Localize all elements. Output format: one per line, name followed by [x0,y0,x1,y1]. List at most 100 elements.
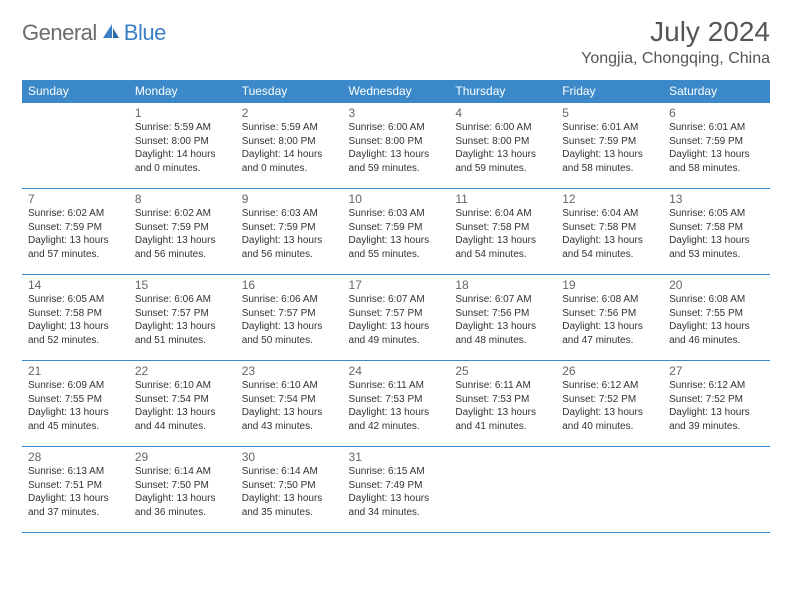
day-info-line: and 51 minutes. [135,334,230,348]
day-info-line: and 39 minutes. [669,420,764,434]
day-info-line: Daylight: 13 hours [562,320,657,334]
page-title: July 2024 [581,16,770,48]
day-info-line: Sunrise: 6:02 AM [28,207,123,221]
calendar-cell: 3Sunrise: 6:00 AMSunset: 8:00 PMDaylight… [343,103,450,189]
day-info-line: Daylight: 13 hours [28,320,123,334]
day-info-line: and 54 minutes. [455,248,550,262]
day-info-line: and 58 minutes. [562,162,657,176]
day-info-line: Sunrise: 6:08 AM [669,293,764,307]
day-info-line: Sunrise: 6:00 AM [455,121,550,135]
day-info-line: Sunset: 7:52 PM [669,393,764,407]
day-number: 8 [135,192,230,206]
day-info-line: Daylight: 13 hours [669,406,764,420]
day-info-line: Sunset: 7:58 PM [455,221,550,235]
day-number: 19 [562,278,657,292]
day-info: Sunrise: 6:07 AMSunset: 7:57 PMDaylight:… [349,293,444,347]
day-info-line: Daylight: 13 hours [349,320,444,334]
calendar-row: 14Sunrise: 6:05 AMSunset: 7:58 PMDayligh… [22,275,770,361]
day-info: Sunrise: 6:03 AMSunset: 7:59 PMDaylight:… [349,207,444,261]
day-info-line: Sunset: 7:57 PM [135,307,230,321]
calendar-cell: 13Sunrise: 6:05 AMSunset: 7:58 PMDayligh… [663,189,770,275]
day-info-line: and 45 minutes. [28,420,123,434]
day-info-line: and 43 minutes. [242,420,337,434]
day-header: Thursday [449,80,556,103]
calendar-cell: 28Sunrise: 6:13 AMSunset: 7:51 PMDayligh… [22,447,129,533]
day-info-line: Sunset: 7:59 PM [349,221,444,235]
day-info-line: Sunrise: 6:06 AM [242,293,337,307]
day-info-line: and 42 minutes. [349,420,444,434]
day-info-line: Sunrise: 6:08 AM [562,293,657,307]
day-info-line: Daylight: 13 hours [135,406,230,420]
day-info: Sunrise: 6:14 AMSunset: 7:50 PMDaylight:… [242,465,337,519]
day-number: 4 [455,106,550,120]
day-header: Wednesday [343,80,450,103]
day-header-row: Sunday Monday Tuesday Wednesday Thursday… [22,80,770,103]
day-header: Monday [129,80,236,103]
day-number: 29 [135,450,230,464]
day-info-line: Daylight: 13 hours [669,320,764,334]
calendar-cell: 18Sunrise: 6:07 AMSunset: 7:56 PMDayligh… [449,275,556,361]
day-info-line: Daylight: 13 hours [135,492,230,506]
calendar-cell: 20Sunrise: 6:08 AMSunset: 7:55 PMDayligh… [663,275,770,361]
day-info: Sunrise: 6:08 AMSunset: 7:55 PMDaylight:… [669,293,764,347]
day-info-line: and 40 minutes. [562,420,657,434]
day-info-line: and 36 minutes. [135,506,230,520]
calendar-row: 28Sunrise: 6:13 AMSunset: 7:51 PMDayligh… [22,447,770,533]
day-info-line: Sunset: 7:51 PM [28,479,123,493]
day-info-line: Sunrise: 6:10 AM [242,379,337,393]
calendar-cell: 16Sunrise: 6:06 AMSunset: 7:57 PMDayligh… [236,275,343,361]
day-number: 18 [455,278,550,292]
day-number: 7 [28,192,123,206]
day-info-line: Sunrise: 6:12 AM [562,379,657,393]
day-info-line: Daylight: 13 hours [349,148,444,162]
day-info: Sunrise: 6:02 AMSunset: 7:59 PMDaylight:… [28,207,123,261]
day-info-line: Sunrise: 6:14 AM [242,465,337,479]
day-info-line: Sunset: 7:50 PM [242,479,337,493]
calendar-cell: 27Sunrise: 6:12 AMSunset: 7:52 PMDayligh… [663,361,770,447]
day-info-line: and 57 minutes. [28,248,123,262]
day-number: 27 [669,364,764,378]
day-info-line: Sunrise: 6:05 AM [28,293,123,307]
day-number: 3 [349,106,444,120]
calendar-cell: 22Sunrise: 6:10 AMSunset: 7:54 PMDayligh… [129,361,236,447]
calendar-cell: 19Sunrise: 6:08 AMSunset: 7:56 PMDayligh… [556,275,663,361]
calendar-cell: 10Sunrise: 6:03 AMSunset: 7:59 PMDayligh… [343,189,450,275]
day-info-line: Daylight: 13 hours [455,234,550,248]
calendar-cell: 26Sunrise: 6:12 AMSunset: 7:52 PMDayligh… [556,361,663,447]
header: General Blue July 2024 Yongjia, Chongqin… [22,16,770,68]
day-info-line: and 46 minutes. [669,334,764,348]
calendar-cell: 5Sunrise: 6:01 AMSunset: 7:59 PMDaylight… [556,103,663,189]
calendar-row: 7Sunrise: 6:02 AMSunset: 7:59 PMDaylight… [22,189,770,275]
day-info: Sunrise: 6:06 AMSunset: 7:57 PMDaylight:… [242,293,337,347]
day-info: Sunrise: 6:05 AMSunset: 7:58 PMDaylight:… [669,207,764,261]
day-info-line: Sunrise: 6:11 AM [349,379,444,393]
day-info: Sunrise: 6:04 AMSunset: 7:58 PMDaylight:… [562,207,657,261]
day-info-line: Sunrise: 6:12 AM [669,379,764,393]
day-info-line: Sunrise: 6:01 AM [669,121,764,135]
day-info-line: Sunset: 7:49 PM [349,479,444,493]
day-number: 12 [562,192,657,206]
day-info-line: and 56 minutes. [135,248,230,262]
day-info: Sunrise: 6:02 AMSunset: 7:59 PMDaylight:… [135,207,230,261]
day-info-line: Sunset: 7:54 PM [242,393,337,407]
day-info-line: Sunrise: 6:13 AM [28,465,123,479]
day-info-line: Sunset: 7:55 PM [28,393,123,407]
calendar-cell: 21Sunrise: 6:09 AMSunset: 7:55 PMDayligh… [22,361,129,447]
calendar-cell: 1Sunrise: 5:59 AMSunset: 8:00 PMDaylight… [129,103,236,189]
day-info-line: Sunset: 7:53 PM [455,393,550,407]
day-info-line: and 58 minutes. [669,162,764,176]
day-info: Sunrise: 6:14 AMSunset: 7:50 PMDaylight:… [135,465,230,519]
calendar-cell: 7Sunrise: 6:02 AMSunset: 7:59 PMDaylight… [22,189,129,275]
day-info: Sunrise: 6:11 AMSunset: 7:53 PMDaylight:… [349,379,444,433]
day-info: Sunrise: 6:01 AMSunset: 7:59 PMDaylight:… [669,121,764,175]
day-info-line: and 0 minutes. [135,162,230,176]
day-info: Sunrise: 6:06 AMSunset: 7:57 PMDaylight:… [135,293,230,347]
day-info-line: Sunrise: 6:14 AM [135,465,230,479]
calendar-cell: 9Sunrise: 6:03 AMSunset: 7:59 PMDaylight… [236,189,343,275]
day-info-line: and 53 minutes. [669,248,764,262]
calendar-cell: 25Sunrise: 6:11 AMSunset: 7:53 PMDayligh… [449,361,556,447]
day-number: 17 [349,278,444,292]
day-info: Sunrise: 6:08 AMSunset: 7:56 PMDaylight:… [562,293,657,347]
day-info-line: Sunset: 7:59 PM [135,221,230,235]
day-info-line: Sunset: 7:58 PM [669,221,764,235]
